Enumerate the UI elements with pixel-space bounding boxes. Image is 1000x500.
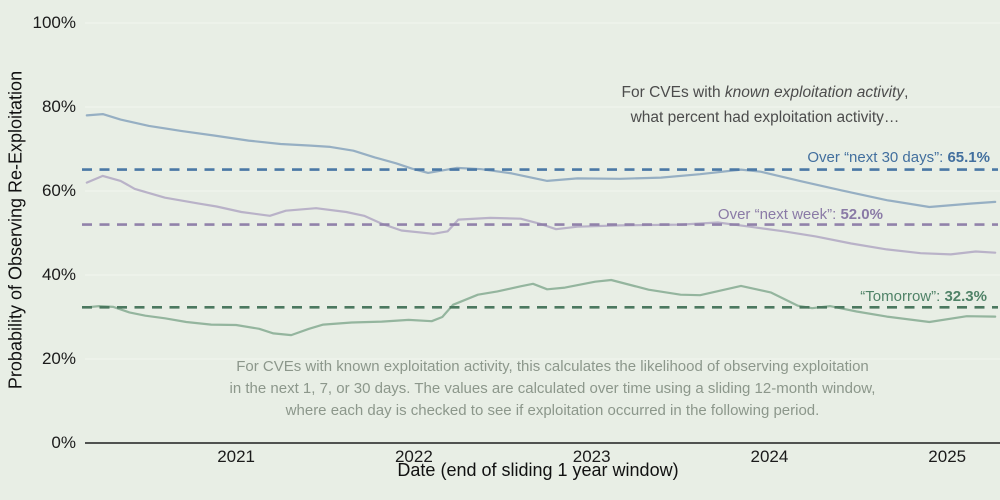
series-value: 32.3% (944, 288, 987, 305)
y-tick-0: 0% (51, 433, 76, 452)
x-tick-2021: 2021 (217, 447, 256, 466)
series-value: 65.1% (947, 149, 990, 166)
x-tick-2022: 2022 (394, 447, 433, 466)
series-value: 52.0% (840, 206, 883, 223)
y-tick-80: 80% (41, 97, 76, 116)
series-label-text: “Tomorrow”: (860, 288, 945, 305)
annotation-suffix: , (904, 84, 909, 101)
series-label-next-30-days: Over “next 30 days”: 65.1% (807, 148, 990, 167)
annotation-italic: known exploitation activity (724, 84, 905, 101)
y-tick-40: 40% (41, 265, 76, 284)
x-tick-2025: 2025 (928, 447, 967, 466)
caption-line-3: where each day is checked to see if expl… (285, 402, 820, 419)
series-line-next-week (85, 174, 997, 256)
annotation-line-2: what percent had exploitation activity… (630, 109, 900, 126)
annotation-text: For CVEs with known exploitation activit… (520, 80, 1000, 130)
caption-line-2: in the next 1, 7, or 30 days. The values… (229, 380, 876, 397)
caption-text: For CVEs with known exploitation activit… (150, 356, 955, 422)
caption-line-1: For CVEs with known exploitation activit… (236, 358, 869, 375)
series-label-text: Over “next 30 days”: (807, 149, 948, 166)
x-axis-title: Date (end of sliding 1 year window) (397, 460, 679, 480)
series-line-next-30-days (85, 113, 997, 209)
series-label-next-week: Over “next week”: 52.0% (718, 205, 883, 224)
y-tick-20: 20% (41, 349, 76, 368)
y-tick-60: 60% (41, 181, 76, 200)
series-label-tomorrow: “Tomorrow”: 32.3% (860, 287, 987, 306)
y-axis-title: Probability of Observing Re-Exploitation (5, 70, 26, 390)
annotation-prefix: For CVEs with (621, 84, 725, 101)
annotation-line-1: For CVEs with known exploitation activit… (520, 80, 1000, 105)
x-tick-2023: 2023 (572, 447, 611, 466)
y-tick-100: 100% (32, 13, 76, 32)
x-tick-2024: 2024 (750, 447, 789, 466)
series-label-text: Over “next week”: (717, 206, 841, 223)
